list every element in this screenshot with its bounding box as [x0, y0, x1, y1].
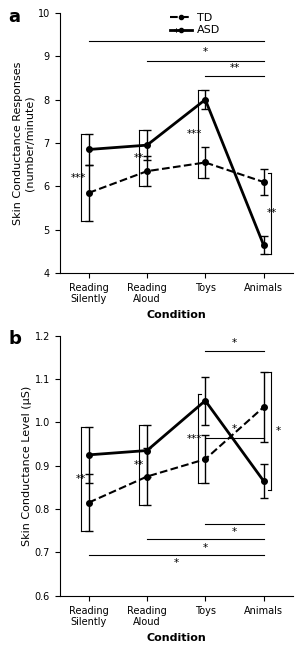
Text: ***: ***	[187, 129, 202, 139]
Text: *: *	[203, 48, 208, 57]
Text: *: *	[276, 426, 281, 436]
Text: *: *	[174, 558, 179, 568]
Text: a: a	[8, 8, 20, 25]
Text: **: **	[266, 208, 277, 219]
Y-axis label: Skin Conductance Responses
(number/minute): Skin Conductance Responses (number/minut…	[13, 61, 35, 225]
Legend: TD, ASD: TD, ASD	[170, 13, 220, 35]
Text: ***: ***	[70, 173, 86, 183]
Text: *: *	[232, 424, 237, 434]
Text: *: *	[203, 542, 208, 553]
Text: *: *	[232, 338, 237, 348]
Text: *: *	[232, 527, 237, 537]
Text: ***: ***	[187, 434, 202, 443]
Text: b: b	[8, 331, 21, 348]
Text: **: **	[229, 62, 240, 73]
Text: **: **	[76, 474, 86, 484]
X-axis label: Condition: Condition	[146, 310, 206, 320]
Text: **: **	[134, 460, 144, 469]
X-axis label: Condition: Condition	[146, 633, 206, 643]
Text: *: *	[174, 28, 179, 38]
Y-axis label: Skin Conductance Level (μS): Skin Conductance Level (μS)	[22, 385, 32, 546]
Text: **: **	[134, 153, 144, 163]
